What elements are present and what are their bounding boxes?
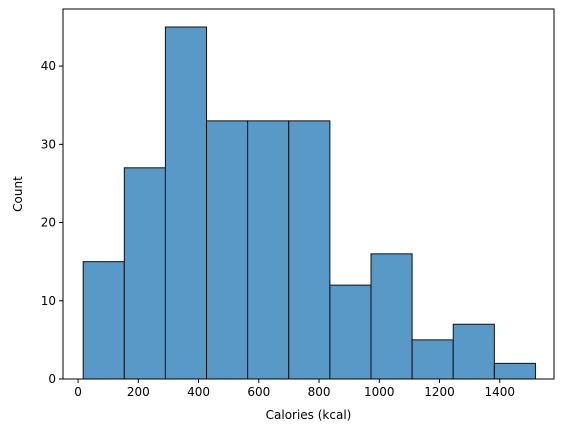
x-axis-label: Calories (kcal): [266, 408, 352, 422]
x-tick-label: 200: [127, 385, 150, 399]
plot-frame: [62, 8, 555, 380]
x-tick-label: 1200: [424, 385, 455, 399]
x-tick-label: 0: [74, 385, 82, 399]
bars-group: [82, 26, 536, 380]
x-tick-label: 1400: [485, 385, 516, 399]
histogram-bar: [329, 284, 372, 380]
histogram-bar: [493, 362, 536, 380]
y-tick-label: 0: [48, 372, 56, 386]
histogram-bar: [411, 339, 454, 380]
y-tick-label: 30: [41, 137, 56, 151]
histogram-bar: [164, 26, 208, 380]
y-tick-label: 40: [41, 59, 56, 73]
histogram-bar: [452, 323, 495, 380]
y-axis: 0 10 20 30 40: [41, 59, 63, 386]
x-tick-label: 1000: [364, 385, 395, 399]
x-tick-label: 600: [247, 385, 270, 399]
histogram-bar: [247, 120, 290, 380]
y-tick-label: 20: [41, 216, 56, 230]
histogram-bar: [288, 120, 331, 380]
histogram-bar: [206, 120, 249, 380]
histogram-bar: [123, 167, 166, 380]
x-axis: 0 200 400 600 800 1000 1200 1400: [74, 379, 515, 399]
x-tick-label: 800: [308, 385, 331, 399]
histogram-bar: [82, 261, 125, 380]
y-tick-label: 10: [41, 294, 56, 308]
histogram-bar: [370, 253, 413, 380]
x-tick-label: 400: [187, 385, 210, 399]
y-axis-label: Count: [11, 176, 25, 212]
